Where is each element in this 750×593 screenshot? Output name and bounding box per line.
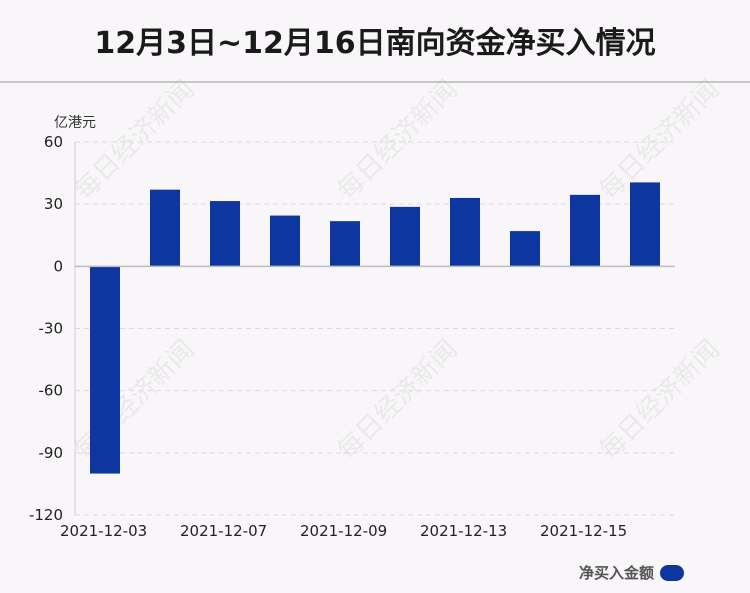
title-divider: [0, 81, 750, 83]
bar-2021-12-08: [270, 215, 300, 267]
bar-2021-12-16: [630, 182, 660, 267]
bar-2021-12-03: [90, 266, 120, 474]
x-tick-label-0: 2021-12-03: [60, 522, 147, 540]
y-axis-unit: 亿港元: [54, 115, 96, 131]
x-tick-label-4: 2021-12-15: [540, 522, 627, 540]
legend-label: 净买入金额: [578, 564, 654, 582]
y-tick-label-1: 30: [44, 195, 63, 213]
x-tick-label-2: 2021-12-09: [300, 522, 387, 540]
y-tick-label-3: -30: [39, 320, 64, 338]
bar-2021-12-15: [570, 194, 600, 267]
bar-2021-12-14: [510, 231, 540, 267]
y-tick-label-0: 60: [44, 133, 63, 151]
bar-2021-12-13: [450, 197, 480, 267]
y-tick-label-5: -90: [39, 444, 64, 462]
bar-2021-12-06: [150, 189, 180, 267]
y-tick-label-6: -120: [29, 506, 63, 524]
chart-title: 12月3日~12月16日南向资金净买入情况: [94, 26, 656, 61]
y-tick-label-2: 0: [53, 257, 63, 275]
bar-2021-12-07: [210, 201, 240, 267]
legend: 净买入金额: [579, 562, 684, 583]
legend-swatch: [660, 564, 684, 581]
bar-2021-12-09: [330, 221, 360, 267]
y-tick-label-4: -60: [39, 382, 64, 400]
x-tick-label-3: 2021-12-13: [420, 522, 507, 540]
bar-2021-12-10: [390, 206, 420, 267]
x-tick-label-1: 2021-12-07: [180, 522, 267, 540]
